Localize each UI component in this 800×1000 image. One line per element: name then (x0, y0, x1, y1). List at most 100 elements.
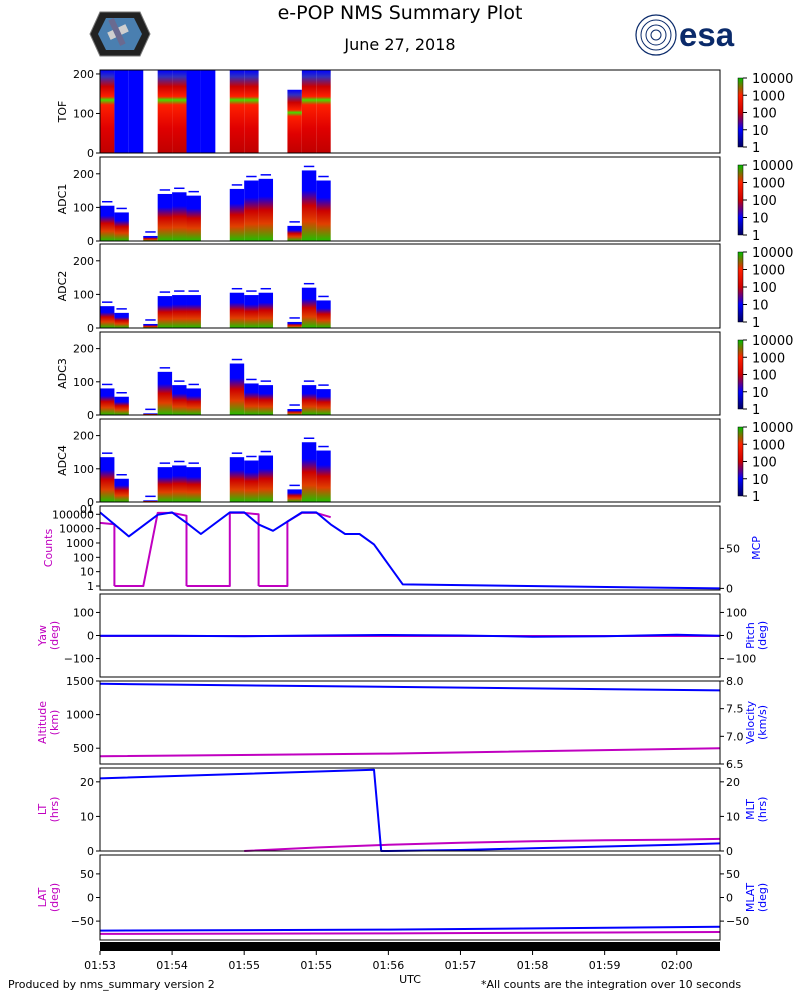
tof-column-10 (301, 70, 317, 153)
x-tick-label: 01:54 (156, 959, 188, 972)
adc2-column-10 (301, 287, 317, 328)
tof-column-2 (128, 70, 144, 153)
tof-column-1 (114, 70, 129, 153)
counts-mcp-right-tick-label: 0 (726, 582, 733, 595)
adc4-column-7 (244, 460, 259, 502)
adc3-colorbar-label: 10 (752, 386, 769, 401)
attitude-left-tick-label: 0 (87, 630, 94, 643)
adc2-ylabel-line: ADC2 (56, 271, 69, 302)
adc3-column-8 (258, 385, 274, 415)
x-tick-label: 01:53 (84, 959, 116, 972)
plot-date: June 27, 2018 (344, 35, 456, 54)
tof-column-11 (316, 70, 331, 153)
adc1-column-8 (258, 178, 274, 241)
lat-left-tick-label: 0 (87, 892, 94, 905)
adc1-column-6 (229, 188, 245, 241)
time-right-tick-label: 10 (726, 810, 740, 823)
x-tick-label: 02:00 (661, 959, 693, 972)
adc1-column-9 (287, 225, 302, 241)
time-series-lt-line (244, 837, 721, 852)
adc4-column-9 (287, 489, 302, 502)
time-left-tick-label: 0 (87, 845, 94, 858)
adc3-ytick-label: 100 (73, 376, 94, 389)
counts-mcp-right-tick-label: 50 (726, 542, 740, 555)
adc4-colorbar-label: 10000 (752, 421, 793, 436)
counts-mcp-left-tick-label: 100000 (52, 508, 94, 521)
tof-colorbar-label: 10000 (752, 72, 793, 87)
adc1-frame (99, 156, 721, 242)
adc2-column-5 (186, 295, 201, 328)
adc3-column-11 (316, 389, 331, 415)
adc3-ytick-label: 0 (87, 409, 94, 422)
x-axis-label: UTC (399, 973, 421, 986)
x-tick-label: 01:56 (373, 959, 405, 972)
adc2-column-4 (172, 295, 187, 328)
time-left-label-line: (hrs) (48, 797, 61, 823)
tof-column-9 (287, 89, 302, 153)
attitude-left-tick-label: 100 (73, 606, 94, 619)
time-series-mlt-line (99, 768, 721, 852)
adc2-column-9 (287, 321, 302, 328)
adc2-colorbar-label: 10000 (752, 246, 793, 261)
esa-logo-text: esa (679, 16, 735, 53)
tof-column-3 (157, 70, 173, 153)
time-right-label: MLT (hrs) (744, 797, 769, 823)
time-left-label: LT (hrs) (36, 797, 61, 823)
footer-credit: Produced by nms_summary version 2 (8, 978, 215, 991)
footer-note: *All counts are the integration over 10 … (481, 978, 742, 991)
orbit-left-label: Altitude (km) (36, 701, 61, 744)
attitude-left-label-line: (deg) (48, 621, 61, 650)
x-tick-label: 01:58 (517, 959, 549, 972)
lat-left-label: LAT (deg) (36, 883, 61, 912)
adc1-column-2 (143, 235, 158, 241)
lat-left-tick-label: −50 (71, 915, 94, 928)
adc2-column-7 (244, 295, 259, 328)
lat-right-tick-label: −50 (726, 915, 749, 928)
time-frame (99, 767, 721, 852)
adc1-colorbar-label: 1 (752, 229, 760, 244)
counts-mcp-series-counts-line (258, 511, 331, 587)
orbit-left-label-line: Altitude (36, 701, 49, 744)
adc3-column-7 (244, 383, 259, 415)
adc3-column-9 (287, 409, 302, 415)
adc4-column-8 (258, 455, 274, 502)
orbit-series-velocity-line (99, 682, 721, 692)
adc1-column-10 (301, 170, 317, 241)
tof-colorbar-label: 1 (752, 141, 760, 156)
adc1-column-0 (100, 205, 115, 241)
adc4-colorbar-label: 1000 (752, 438, 785, 453)
counts-mcp-left-tick-label: 1 (87, 580, 94, 593)
counts-mcp-frame (99, 505, 721, 591)
adc1-column-7 (244, 180, 259, 241)
time-left-label-line: LT (36, 804, 49, 816)
attitude-right-label-line: Pitch (744, 622, 757, 649)
time-axis-bar (100, 942, 720, 951)
adc3-column-2 (143, 413, 158, 415)
lat-right-label-line: MLAT (744, 883, 757, 913)
adc1-ylabel-line: ADC1 (56, 184, 69, 215)
attitude-right-label: Pitch (deg) (744, 621, 769, 650)
counts-mcp-series-counts-line (114, 511, 188, 587)
adc3-column-6 (229, 363, 245, 415)
adc1-colorbar (737, 164, 744, 236)
adc1-column-1 (114, 212, 129, 241)
adc3-column-10 (301, 385, 317, 415)
orbit-panel: 1500 1000 500 8.0 7.5 7.0 6.5 (66, 675, 744, 771)
adc2-column-3 (157, 296, 173, 328)
counts-mcp-left-tick-label: 1000 (66, 537, 94, 550)
orbit-left-label-line: (km) (48, 710, 61, 736)
orbit-right-label-line: (km/s) (756, 705, 769, 740)
time-panel: 20 10 0 20 10 0 (80, 768, 740, 858)
adc4-column-0 (100, 457, 115, 502)
attitude-panel: 100 0 −100 100 0 −100 (64, 606, 756, 665)
adc4-frame (99, 418, 721, 503)
tof-ytick-label: 100 (73, 107, 94, 120)
orbit-right-tick-label: 7.5 (726, 703, 744, 716)
tof-ylabel-line: TOF (56, 101, 69, 124)
counts-mcp-left-tick-label: 10000 (59, 523, 94, 536)
adc2-column-1 (114, 312, 129, 328)
adc4-column-3 (157, 467, 173, 502)
